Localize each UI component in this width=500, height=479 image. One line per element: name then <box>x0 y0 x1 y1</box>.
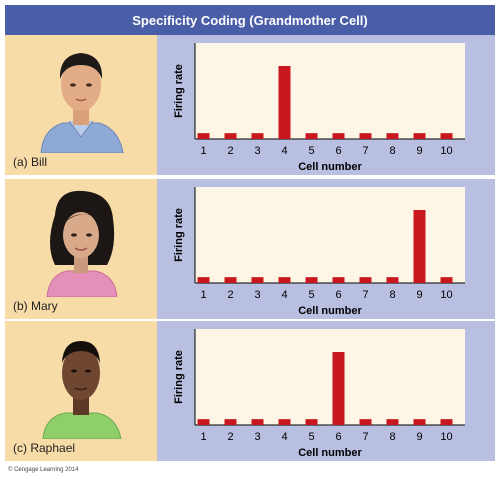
x-axis-label: Cell number <box>298 447 362 459</box>
chart-panel: Firing rate 1 2 3 4 5 6 7 8 9 10 Cell number <box>157 35 495 175</box>
copyright-note: © Cengage Learning 2014 <box>8 467 79 473</box>
bar <box>359 419 372 425</box>
bar <box>251 133 264 139</box>
row-mary: (b) Mary Firing rate 1 2 3 4 5 6 7 8 9 10 Cell numb… <box>5 177 495 319</box>
x-tick-label: 2 <box>227 431 233 443</box>
face-mary-icon <box>46 190 118 297</box>
x-tick-label: 9 <box>416 289 422 301</box>
chart-panel: Firing rate 1 2 3 4 5 6 7 8 9 10 Cell number <box>157 179 495 319</box>
x-tick-label: 7 <box>362 145 368 157</box>
x-tick-label: 8 <box>389 145 395 157</box>
x-tick-label: 1 <box>200 289 206 301</box>
x-tick-label: 2 <box>227 145 233 157</box>
bar <box>413 419 426 425</box>
bar <box>278 277 291 283</box>
x-tick-label: 10 <box>440 145 452 157</box>
bar <box>386 277 399 283</box>
bar <box>251 419 264 425</box>
chart-panel: Firing rate 1 2 3 4 5 6 7 8 9 10 Cell number <box>157 321 495 461</box>
row-caption: (b) Mary <box>13 299 58 313</box>
x-tick-label: 5 <box>308 289 314 301</box>
bar <box>197 133 210 139</box>
row-caption: (c) Raphael <box>13 441 76 455</box>
x-tick-label: 4 <box>281 145 287 157</box>
x-tick-label: 2 <box>227 289 233 301</box>
bar <box>413 210 426 283</box>
x-tick-label: 10 <box>440 289 452 301</box>
figure-title: Specificity Coding (Grandmother Cell) <box>5 5 495 35</box>
y-axis-label: Firing rate <box>173 64 185 118</box>
x-tick-label: 7 <box>362 431 368 443</box>
bar <box>305 277 318 283</box>
bar <box>278 419 291 425</box>
firing-rate-chart: Firing rate 1 2 3 4 5 6 7 8 9 10 Cell number <box>173 329 465 459</box>
firing-rate-chart: Firing rate 1 2 3 4 5 6 7 8 9 10 Cell number <box>173 43 465 173</box>
bar <box>440 277 453 283</box>
x-axis-label: Cell number <box>298 161 362 173</box>
x-tick-label: 4 <box>281 431 287 443</box>
x-tick-label: 6 <box>335 289 341 301</box>
x-tick-label: 1 <box>200 431 206 443</box>
bar <box>305 419 318 425</box>
figure: Specificity Coding (Grandmother Cell) (a… <box>5 5 495 467</box>
bar <box>386 133 399 139</box>
x-tick-label: 3 <box>254 289 260 301</box>
y-axis-label: Firing rate <box>173 208 185 262</box>
x-tick-label: 4 <box>281 289 287 301</box>
row-raphael: (c) Raphael Firing rate 1 2 3 4 5 6 7 8 9 10 Cell n… <box>5 319 495 461</box>
x-tick-label: 7 <box>362 289 368 301</box>
bar <box>386 419 399 425</box>
bar <box>413 133 426 139</box>
x-tick-label: 5 <box>308 431 314 443</box>
bar <box>251 277 264 283</box>
bar <box>278 66 291 139</box>
x-tick-label: 6 <box>335 431 341 443</box>
plot-area <box>195 329 465 425</box>
bar <box>305 133 318 139</box>
x-tick-label: 3 <box>254 431 260 443</box>
x-tick-label: 6 <box>335 145 341 157</box>
x-tick-label: 3 <box>254 145 260 157</box>
row-bill: (a) Bill Firing rate 1 2 3 4 5 6 7 8 9 10 Cell numb… <box>5 35 495 175</box>
x-tick-label: 9 <box>416 431 422 443</box>
row-caption: (a) Bill <box>13 155 48 169</box>
face-bill-icon <box>40 53 124 153</box>
bar <box>224 419 237 425</box>
plot-area <box>195 43 465 139</box>
x-tick-label: 8 <box>389 431 395 443</box>
bar <box>332 277 345 283</box>
x-axis-label: Cell number <box>298 305 362 317</box>
firing-rate-chart: Firing rate 1 2 3 4 5 6 7 8 9 10 Cell number <box>173 187 465 317</box>
bar <box>440 133 453 139</box>
bar <box>332 352 345 425</box>
x-tick-label: 1 <box>200 145 206 157</box>
bar <box>359 133 372 139</box>
bar <box>359 277 372 283</box>
bar <box>332 133 345 139</box>
x-tick-label: 9 <box>416 145 422 157</box>
bar <box>197 419 210 425</box>
bar <box>224 133 237 139</box>
x-tick-label: 8 <box>389 289 395 301</box>
bar <box>197 277 210 283</box>
x-tick-label: 5 <box>308 145 314 157</box>
bar <box>224 277 237 283</box>
face-raphael-icon <box>42 341 122 439</box>
y-axis-label: Firing rate <box>173 350 185 404</box>
x-tick-label: 10 <box>440 431 452 443</box>
bar <box>440 419 453 425</box>
